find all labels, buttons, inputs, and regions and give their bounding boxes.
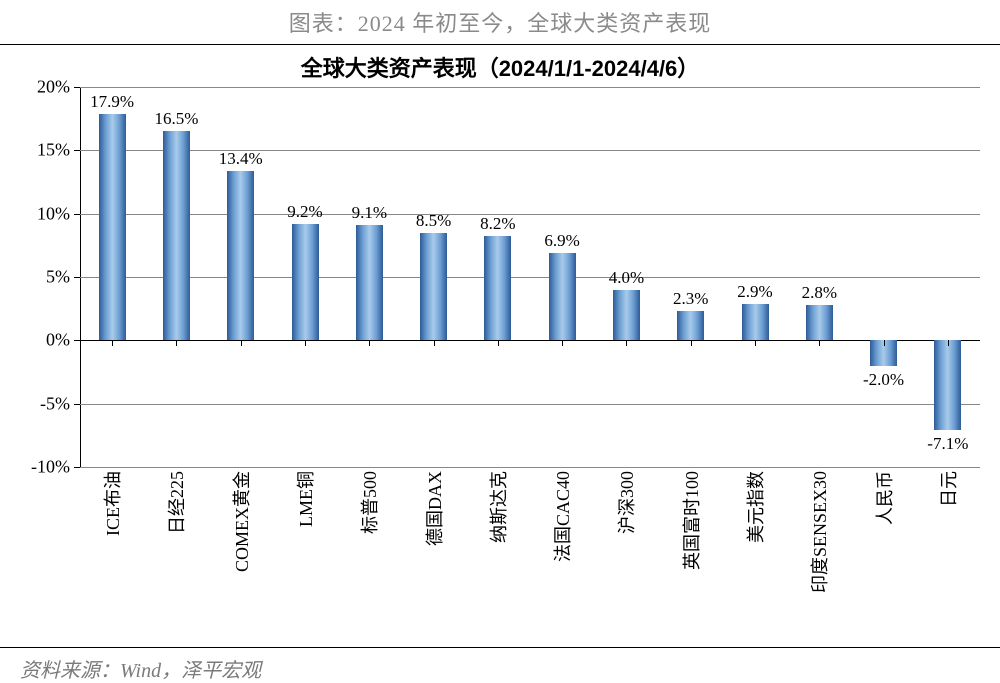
figure-caption: 图表：2024 年初至今，全球大类资产表现 bbox=[0, 0, 1000, 38]
x-tick bbox=[819, 340, 820, 346]
gridline bbox=[80, 404, 980, 405]
bar-value-label: 8.5% bbox=[416, 211, 451, 231]
y-tick-label: 5% bbox=[10, 267, 70, 288]
y-tick bbox=[74, 404, 80, 405]
x-tick bbox=[626, 340, 627, 346]
x-tick bbox=[176, 340, 177, 346]
bar bbox=[292, 224, 319, 341]
y-tick bbox=[74, 214, 80, 215]
bar-value-label: 6.9% bbox=[544, 231, 579, 251]
y-tick bbox=[74, 150, 80, 151]
x-tick bbox=[305, 340, 306, 346]
source-note: 资料来源：Wind，泽平宏观 bbox=[0, 648, 1000, 683]
x-tick bbox=[434, 340, 435, 346]
x-tick-label: 英国富时100 bbox=[678, 471, 704, 570]
bar bbox=[99, 114, 126, 341]
x-tick-label: 日元 bbox=[935, 471, 961, 507]
x-tick bbox=[498, 340, 499, 346]
x-tick bbox=[691, 340, 692, 346]
bar bbox=[934, 340, 961, 430]
bar-value-label: 2.9% bbox=[737, 282, 772, 302]
chart-area: 全球大类资产表现（2024/1/1-2024/4/6） -10% -5% 0% 5% 1… bbox=[0, 44, 1000, 648]
x-tick-label: 沪深300 bbox=[613, 471, 639, 534]
bar-value-label: -2.0% bbox=[863, 370, 904, 390]
bar bbox=[806, 305, 833, 340]
x-tick bbox=[369, 340, 370, 346]
x-tick-label: 人民币 bbox=[871, 471, 897, 525]
x-tick-label: 法国CAC40 bbox=[549, 471, 575, 562]
chart-title: 全球大类资产表现（2024/1/1-2024/4/6） bbox=[0, 45, 1000, 83]
bar bbox=[742, 304, 769, 341]
bar bbox=[549, 253, 576, 340]
bar bbox=[356, 225, 383, 340]
y-tick bbox=[74, 277, 80, 278]
bar-value-label: 16.5% bbox=[154, 109, 198, 129]
gridline bbox=[80, 214, 980, 215]
chart-plot: -10%-5%0%5%10%15%20%17.9%16.5%13.4%9.2%9… bbox=[80, 87, 980, 467]
x-tick-label: 纳斯达克 bbox=[485, 471, 511, 543]
y-tick-label: -5% bbox=[10, 393, 70, 414]
y-tick bbox=[74, 87, 80, 88]
bar bbox=[163, 131, 190, 340]
bar-value-label: 2.3% bbox=[673, 289, 708, 309]
y-tick-label: 0% bbox=[10, 330, 70, 351]
x-tick-label: COMEX黄金 bbox=[228, 471, 254, 572]
x-tick-label: ICE布油 bbox=[99, 471, 125, 536]
bar-value-label: 4.0% bbox=[609, 268, 644, 288]
x-tick-label: 德国DAX bbox=[421, 471, 447, 546]
x-tick-label: 印度SENSEX30 bbox=[806, 471, 832, 593]
gridline bbox=[80, 150, 980, 151]
bar-value-label: 17.9% bbox=[90, 92, 134, 112]
bar bbox=[420, 233, 447, 341]
zero-axis-line bbox=[80, 340, 980, 341]
bar-value-label: 2.8% bbox=[802, 283, 837, 303]
gridline bbox=[80, 87, 980, 88]
x-tick bbox=[112, 340, 113, 346]
x-axis-labels: ICE布油 日经225 COMEX黄金 LME铜 标普500 德国DAX 纳斯达克 法国CAC… bbox=[80, 467, 980, 647]
bar bbox=[484, 236, 511, 340]
bar-value-label: 13.4% bbox=[219, 149, 263, 169]
bar bbox=[613, 290, 640, 341]
bar bbox=[677, 311, 704, 340]
bar-value-label: 9.2% bbox=[287, 202, 322, 222]
x-tick bbox=[241, 340, 242, 346]
x-tick bbox=[755, 340, 756, 346]
x-tick-label: 日经225 bbox=[163, 471, 189, 534]
x-tick bbox=[562, 340, 563, 346]
x-tick bbox=[948, 340, 949, 346]
figure-container: 图表：2024 年初至今，全球大类资产表现 全球大类资产表现（2024/1/1-… bbox=[0, 0, 1000, 671]
x-tick-label: 标普500 bbox=[356, 471, 382, 534]
bar bbox=[227, 171, 254, 341]
y-tick-label: 20% bbox=[10, 77, 70, 98]
bar-value-label: 8.2% bbox=[480, 214, 515, 234]
bar-value-label: 9.1% bbox=[352, 203, 387, 223]
gridline bbox=[80, 277, 980, 278]
y-tick-label: 15% bbox=[10, 140, 70, 161]
y-tick-label: 10% bbox=[10, 203, 70, 224]
x-tick-label: 美元指数 bbox=[742, 471, 768, 543]
x-tick-label: LME铜 bbox=[292, 471, 318, 527]
y-tick-label: -10% bbox=[10, 457, 70, 478]
bar-value-label: -7.1% bbox=[927, 434, 968, 454]
x-tick bbox=[884, 340, 885, 346]
